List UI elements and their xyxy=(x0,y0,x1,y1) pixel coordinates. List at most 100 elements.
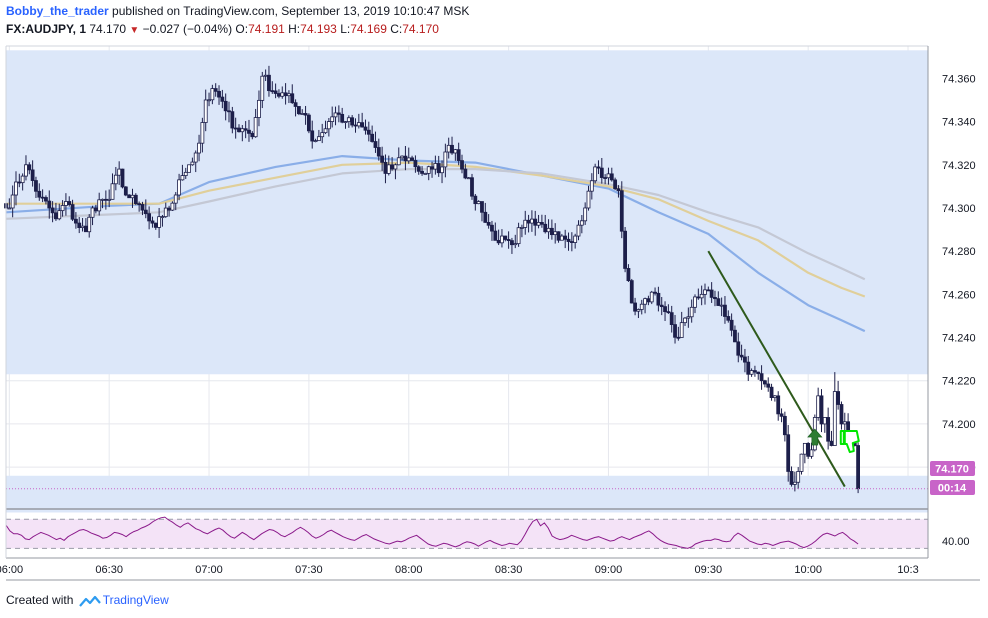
candle xyxy=(376,147,381,157)
candle xyxy=(47,200,52,209)
candle xyxy=(772,395,777,398)
candle xyxy=(696,296,701,299)
candle xyxy=(187,164,191,173)
time-tick-label: 10:00 xyxy=(794,564,822,576)
candle xyxy=(426,166,431,174)
candle xyxy=(456,149,461,161)
price-zone xyxy=(6,475,928,513)
price-tick-label: 74.220 xyxy=(942,376,976,388)
price-tick-label: 74.320 xyxy=(942,160,976,172)
candle xyxy=(433,163,438,170)
time-axis[interactable]: 06:00 06:30 07:00 07:30 08:00 08:30 09:00 09:30… xyxy=(0,564,919,576)
candle xyxy=(383,161,388,174)
candle xyxy=(656,292,661,306)
time-tick-label: 06:00 xyxy=(0,564,23,576)
candle xyxy=(30,169,35,181)
candle xyxy=(639,303,644,310)
candle xyxy=(233,127,238,130)
candle xyxy=(247,129,251,134)
candle xyxy=(123,186,128,196)
candle xyxy=(97,199,102,212)
rsi-band xyxy=(6,519,928,549)
candle xyxy=(493,230,498,241)
candle xyxy=(789,471,794,485)
candle xyxy=(726,316,731,321)
candle xyxy=(37,190,42,198)
chart-frame xyxy=(5,45,980,581)
candle xyxy=(207,99,211,102)
last-price-badge xyxy=(930,461,975,476)
candle xyxy=(802,442,807,455)
candle xyxy=(103,198,108,201)
candle xyxy=(440,166,444,174)
candle xyxy=(466,177,471,180)
candle xyxy=(739,354,744,358)
close-value: 74.170 xyxy=(402,22,439,36)
candle xyxy=(746,361,751,375)
open-label: O: xyxy=(235,22,249,36)
symbol-label[interactable]: FX:AUDJPY, 1 xyxy=(6,22,87,36)
price-axis[interactable]: 74.360 74.340 74.320 74.300 74.280 74.260 74.2… xyxy=(942,73,976,548)
candle xyxy=(100,198,105,201)
footer: Created with TradingView xyxy=(6,592,169,608)
candle xyxy=(569,241,574,243)
candle xyxy=(733,329,737,343)
candle xyxy=(177,179,181,196)
candle xyxy=(393,164,398,170)
trendline[interactable] xyxy=(707,250,846,488)
candle xyxy=(832,391,837,446)
candle xyxy=(360,122,365,128)
candle xyxy=(476,201,481,205)
candle xyxy=(163,207,168,218)
candle xyxy=(579,220,584,226)
candle xyxy=(673,324,677,338)
candle xyxy=(842,421,847,425)
candle xyxy=(147,213,152,222)
candle xyxy=(500,235,504,244)
trendline-segment[interactable] xyxy=(707,250,846,488)
candle xyxy=(792,481,797,485)
candle xyxy=(486,221,491,226)
candle xyxy=(523,219,528,228)
time-tick-label: 10:3 xyxy=(897,564,918,576)
candle xyxy=(753,370,757,373)
candle xyxy=(629,280,634,304)
candle xyxy=(127,194,132,199)
candle xyxy=(273,90,278,94)
low-value: 74.169 xyxy=(350,22,387,36)
tradingview-link[interactable]: TradingView xyxy=(102,593,169,607)
candle xyxy=(766,383,771,388)
candle xyxy=(250,132,255,138)
candle xyxy=(14,181,18,196)
candle xyxy=(183,171,188,176)
candle xyxy=(87,216,92,233)
candle xyxy=(819,395,824,425)
candle xyxy=(293,102,298,107)
candle xyxy=(170,202,175,211)
candle xyxy=(576,224,581,237)
candle xyxy=(503,235,508,240)
candle xyxy=(723,304,727,317)
time-tick-label: 09:00 xyxy=(595,564,623,576)
arrow-up-icon xyxy=(807,428,823,446)
candle xyxy=(686,316,691,319)
candle xyxy=(57,210,62,220)
candle xyxy=(223,100,228,112)
candle xyxy=(40,196,45,199)
author-link[interactable]: Bobby_the_trader xyxy=(6,4,109,18)
candle xyxy=(709,289,714,298)
candle xyxy=(283,92,288,97)
candle xyxy=(533,218,538,226)
candle xyxy=(743,356,747,363)
candle xyxy=(130,194,135,199)
candle xyxy=(420,170,424,174)
candle xyxy=(626,268,631,282)
candle xyxy=(666,311,671,314)
thumbs-down-icon xyxy=(839,430,860,454)
candle xyxy=(217,90,221,98)
candle xyxy=(157,216,162,228)
publish-header: Bobby_the_trader published on TradingVie… xyxy=(6,3,469,19)
price-tick-label: 74.200 xyxy=(942,419,976,431)
candle xyxy=(197,142,201,154)
